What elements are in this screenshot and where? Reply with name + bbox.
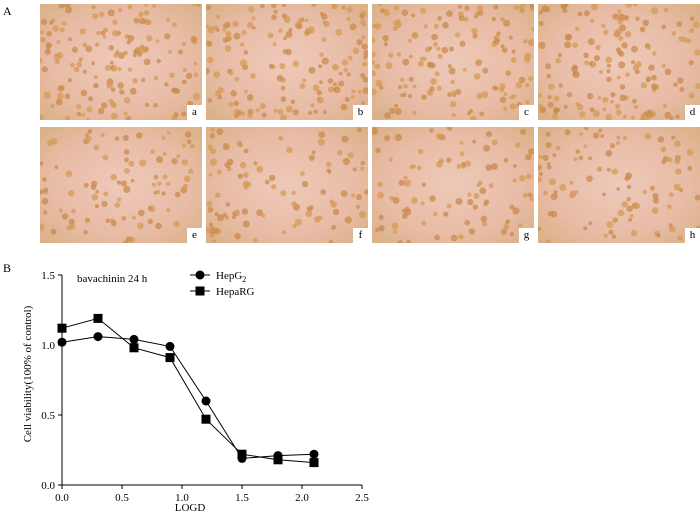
- micrograph-label: b: [353, 105, 368, 120]
- data-point-square: [273, 455, 283, 465]
- cell-texture: [538, 4, 700, 120]
- series-line: [61, 336, 315, 459]
- cell-texture: [372, 127, 534, 243]
- micrograph-a: a: [40, 4, 202, 120]
- cell-texture: [206, 127, 368, 243]
- data-point-square: [201, 414, 211, 424]
- cell-texture: [40, 128, 202, 243]
- micrograph-c: c: [372, 4, 534, 120]
- data-point-square: [93, 313, 103, 323]
- data-point-square: [129, 343, 139, 353]
- data-point-square: [237, 449, 247, 459]
- x-tick-label: 2.5: [355, 492, 369, 504]
- data-point-circle: [309, 449, 319, 459]
- micrograph-label: a: [187, 105, 202, 120]
- micrograph-d: d: [538, 4, 700, 120]
- y-axis-label: Cell viability(100% of control): [22, 305, 34, 442]
- x-tick-label: 2.0: [295, 492, 309, 504]
- y-tick-label: 1.5: [41, 270, 55, 282]
- x-tick-label: 0.5: [115, 492, 129, 504]
- micrograph-f: f: [206, 127, 368, 243]
- legend-subscript: 2: [242, 275, 246, 284]
- micrograph-b: b: [206, 4, 368, 120]
- y-tick-label: 1.0: [41, 340, 55, 352]
- micrograph-e: e: [40, 127, 202, 243]
- data-point-circle: [129, 334, 139, 344]
- data-point-square: [57, 323, 67, 333]
- micrograph-label: d: [685, 105, 700, 120]
- y-tick-label: 0.0: [41, 480, 55, 492]
- micrograph-label: g: [519, 228, 534, 243]
- panel-a-label: A: [3, 4, 12, 18]
- x-tick-label: 0.0: [55, 492, 69, 504]
- micrograph-g: g: [372, 127, 534, 243]
- chart-annotation: bavachinin 24 h: [77, 273, 148, 285]
- legend-label: HepG2: [216, 270, 246, 284]
- cell-texture: [40, 4, 201, 120]
- data-point-circle: [201, 396, 211, 406]
- x-tick-label: 1.0: [175, 492, 189, 504]
- y-tick-label: 0.5: [41, 410, 55, 422]
- micrograph-h: h: [538, 127, 700, 243]
- micrograph-label: e: [187, 228, 202, 243]
- legend-label: HepaRG: [216, 286, 255, 298]
- data-point-circle: [93, 332, 103, 342]
- micrograph-label: f: [353, 228, 368, 243]
- series-line: [61, 317, 315, 464]
- cell-texture: [538, 127, 700, 243]
- legend-marker-circle: [195, 270, 205, 280]
- cell-texture: [372, 4, 534, 120]
- panel-b-label: B: [3, 261, 12, 275]
- x-axis-label: LOGD: [175, 502, 206, 513]
- data-point-circle: [57, 337, 67, 347]
- viability-chart: 0.0 0.5 1.0 1.5 2.0 2.5 0.0 0.5 1.0 1.5 LOGD Cell v…: [22, 270, 369, 513]
- data-point-square: [309, 458, 319, 468]
- micrograph-label: c: [519, 105, 534, 120]
- data-point-circle: [165, 341, 175, 351]
- micrograph-label: h: [685, 228, 700, 243]
- x-tick-label: 1.5: [235, 492, 249, 504]
- cell-texture: [206, 4, 368, 120]
- legend-marker-square: [195, 286, 205, 296]
- data-point-square: [165, 353, 175, 363]
